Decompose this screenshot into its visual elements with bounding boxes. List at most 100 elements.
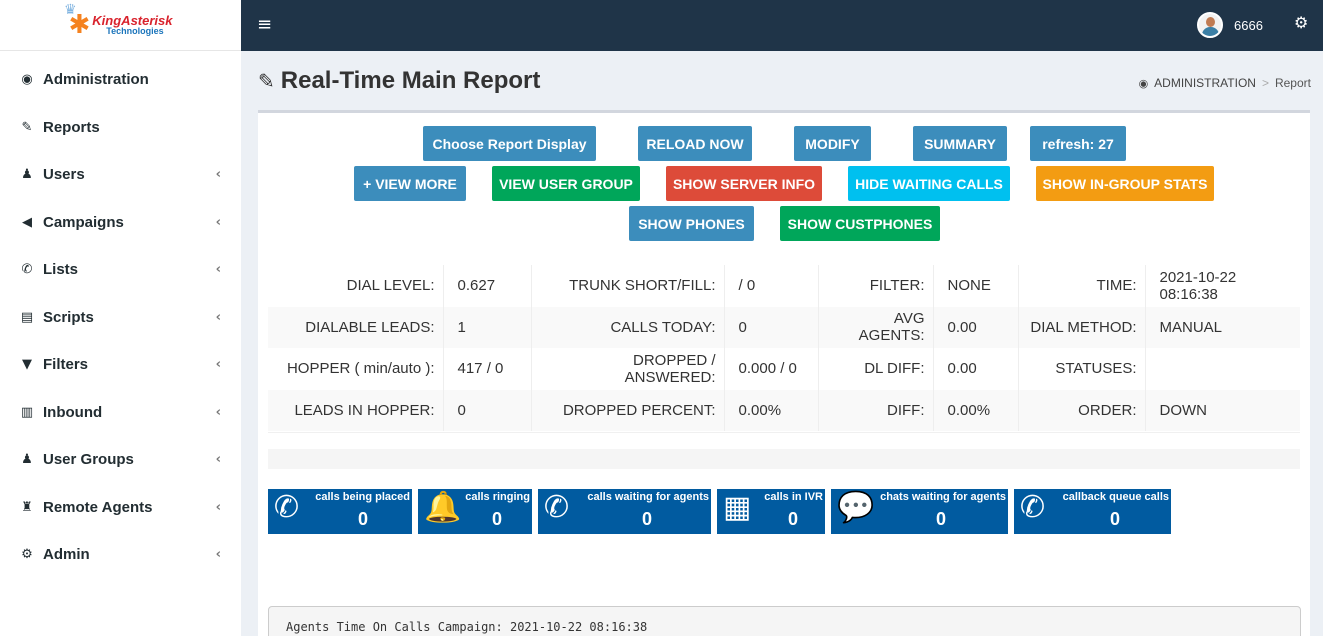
refresh-button[interactable]: refresh: 27 <box>1030 126 1126 161</box>
logo-name: KingAsterisk <box>92 13 173 28</box>
sidebar-item-label: Remote Agents <box>43 498 153 516</box>
sidebar-item-scripts[interactable]: ▤ Scripts ‹ <box>0 294 241 342</box>
modify-button[interactable]: MODIFY <box>794 126 871 161</box>
asterisk-logo-icon: ✱ <box>68 10 91 40</box>
sidebar-item-remote-agents[interactable]: ♜ Remote Agents ‹ <box>0 484 241 532</box>
filter-icon: ▼ <box>22 357 32 373</box>
sidebar-item-administration[interactable]: ◉ Administration <box>0 56 241 104</box>
hide-waiting-calls-button[interactable]: HIDE WAITING CALLS <box>848 166 1010 201</box>
bar-chart-icon: ▥ <box>20 404 34 420</box>
stat-value: 1 <box>443 306 532 348</box>
summary-button[interactable]: SUMMARY <box>913 126 1007 161</box>
show-server-info-button[interactable]: SHOW SERVER INFO <box>666 166 822 201</box>
stat-value: 417 / 0 <box>443 348 532 390</box>
sidebar-item-label: Users <box>43 166 85 184</box>
edit-icon: ✎ <box>258 69 275 93</box>
sidebar: ♛ ✱ KingAsterisk Technologies ◉ Administr… <box>0 0 241 636</box>
chevron-left-icon: ‹ <box>215 547 221 563</box>
sidebar-item-label: Inbound <box>43 403 103 421</box>
phone-icon: ✆ <box>274 490 300 525</box>
stat-value: NONE <box>933 265 1019 307</box>
sidebar-item-label: Admin <box>43 546 90 564</box>
sidebar-item-label: Reports <box>43 118 100 136</box>
sidebar-item-campaigns[interactable]: ◀ Campaigns ‹ <box>0 199 241 247</box>
phone-clock-icon: ✆ <box>1020 490 1046 525</box>
avatar[interactable] <box>1197 12 1223 38</box>
stat-value: 0.000 / 0 <box>724 348 819 390</box>
gear-icon: ⚙ <box>21 547 33 563</box>
reload-now-button[interactable]: RELOAD NOW <box>638 126 752 161</box>
table-row: DIALABLE LEADS: 1 CALLS TODAY: 0 AVG AGENTS:… <box>268 306 1300 348</box>
stat-value: 0 <box>443 389 532 431</box>
agents-time-text: Agents Time On Calls Campaign: 2021-10-2… <box>286 620 648 634</box>
tile-count: 0 <box>788 509 799 529</box>
phone-clock-icon: ✆ <box>544 490 570 525</box>
breadcrumb: ◉ ADMINISTRATION > Report <box>1139 76 1311 90</box>
stat-label: HOPPER ( min/auto ): <box>268 348 444 390</box>
sidebar-item-user-groups[interactable]: ♟ User Groups ‹ <box>0 436 241 484</box>
stat-label: TRUNK SHORT/FILL: <box>531 265 725 307</box>
view-more-button[interactable]: + VIEW MORE <box>354 166 466 201</box>
stat-value: / 0 <box>724 265 819 307</box>
stat-label: TIME: <box>1018 265 1146 307</box>
stat-value <box>1145 348 1300 390</box>
sidebar-item-label: Lists <box>43 261 79 279</box>
stat-label: CALLS TODAY: <box>531 306 725 348</box>
stat-value: 2021-10-22 08:16:38 <box>1159 268 1237 303</box>
stat-value: 0.627 <box>443 265 532 307</box>
table-spacer <box>268 432 1300 449</box>
sidebar-item-label: Scripts <box>43 308 94 326</box>
choose-report-display-button[interactable]: Choose Report Display <box>423 126 596 161</box>
show-custphones-button[interactable]: SHOW CUSTPHONES <box>780 206 940 241</box>
edit-icon: ✎ <box>21 119 33 135</box>
topbar: ≡ 6666 ⚙ <box>241 0 1323 51</box>
callback-queue-tile: ✆ callback queue calls 0 <box>1014 489 1171 534</box>
breadcrumb-root[interactable]: ADMINISTRATION <box>1154 76 1256 90</box>
tile-count: 0 <box>358 509 369 529</box>
stat-label: DL DIFF: <box>818 348 934 390</box>
users-icon: ♟ <box>21 452 33 468</box>
ivr-keypad-icon: ▦ <box>723 490 752 525</box>
sidebar-item-admin[interactable]: ⚙ Admin ‹ <box>0 531 241 579</box>
sidebar-item-label: Filters <box>43 356 89 374</box>
sidebar-item-inbound[interactable]: ▥ Inbound ‹ <box>0 389 241 437</box>
chevron-left-icon: ‹ <box>215 357 221 373</box>
chevron-left-icon: ‹ <box>215 499 221 515</box>
table-row: LEADS IN HOPPER: 0 DROPPED PERCENT: 0.00% DI… <box>268 389 1300 431</box>
stat-label: DROPPED PERCENT: <box>531 389 725 431</box>
sidebar-item-reports[interactable]: ✎ Reports <box>0 104 241 152</box>
tile-label: calls waiting for agents <box>587 491 709 503</box>
chevron-left-icon: ‹ <box>215 452 221 468</box>
table-row: DIAL LEVEL: 0.627 TRUNK SHORT/FILL:/ 0 FILT… <box>268 265 1300 307</box>
logo-area[interactable]: ♛ ✱ KingAsterisk Technologies <box>0 0 241 51</box>
menu-toggle-icon[interactable]: ≡ <box>257 14 273 35</box>
calls-being-placed-tile: ✆ calls being placed 0 <box>268 489 412 534</box>
chevron-left-icon: ‹ <box>215 404 221 420</box>
tile-count: 0 <box>642 509 653 529</box>
stat-label: STATUSES: <box>1018 348 1146 390</box>
bullhorn-icon: ◀ <box>22 214 32 230</box>
chevron-left-icon: ‹ <box>215 214 221 230</box>
table-row: HOPPER ( min/auto ): 417 / 0 DROPPED / ANS… <box>268 348 1300 390</box>
sidebar-item-users[interactable]: ♟ Users ‹ <box>0 151 241 199</box>
bell-icon: 🔔 <box>424 490 462 525</box>
page-title-text: Real-Time Main Report <box>280 67 541 94</box>
sidebar-item-lists[interactable]: ✆ Lists ‹ <box>0 246 241 294</box>
stat-label: DIAL METHOD: <box>1018 306 1146 348</box>
calls-in-ivr-tile: ▦ calls in IVR 0 <box>717 489 825 534</box>
view-user-group-button[interactable]: VIEW USER GROUP <box>492 166 640 201</box>
gears-icon[interactable]: ⚙ <box>1294 13 1309 32</box>
show-phones-button[interactable]: SHOW PHONES <box>629 206 754 241</box>
sidebar-item-label: Administration <box>43 71 149 89</box>
sidebar-item-label: Campaigns <box>43 213 124 231</box>
stat-label: DROPPED / ANSWERED: <box>531 348 725 390</box>
chevron-left-icon: ‹ <box>215 262 221 278</box>
crown-icon: ♛ <box>64 2 77 18</box>
sidebar-menu: ◉ Administration ✎ Reports ♟ Users ‹ ◀ Campaigns… <box>0 51 241 579</box>
username[interactable]: 6666 <box>1234 18 1263 33</box>
calls-waiting-tile: ✆ calls waiting for agents 0 <box>538 489 711 534</box>
show-in-group-stats-button[interactable]: SHOW IN-GROUP STATS <box>1036 166 1214 201</box>
agents-time-panel: Agents Time On Calls Campaign: 2021-10-2… <box>268 606 1301 636</box>
tile-count: 0 <box>1110 509 1121 529</box>
sidebar-item-filters[interactable]: ▼ Filters ‹ <box>0 341 241 389</box>
